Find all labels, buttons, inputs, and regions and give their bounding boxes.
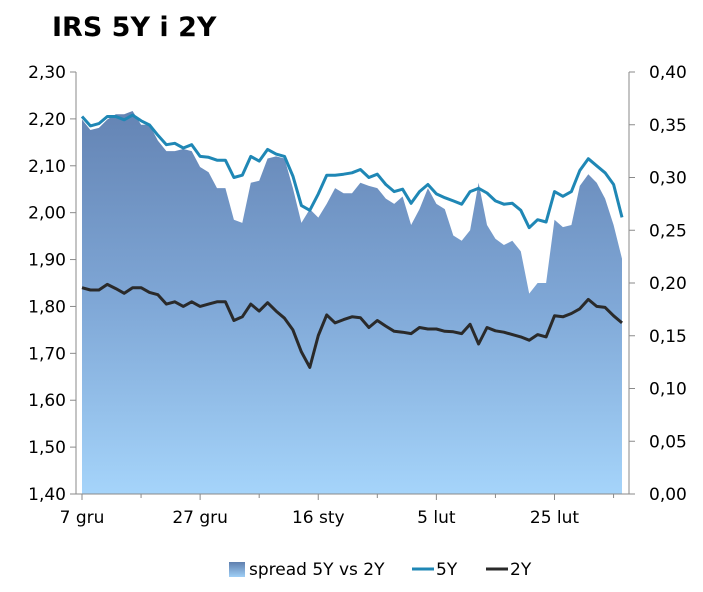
x-tick-label: 5 lut [417, 508, 456, 528]
y-left-tick-label: 1,40 [28, 485, 66, 505]
y-right-tick-label: 0,05 [649, 432, 687, 452]
y-right-tick-label: 0,15 [649, 327, 687, 347]
x-tick-label: 27 gru [172, 508, 228, 528]
x-tick-label: 7 gru [60, 508, 105, 528]
legend-label-spread: spread 5Y vs 2Y [249, 560, 385, 580]
legend-label-2y: 2Y [510, 560, 532, 580]
y-left-tick-label: 1,80 [28, 297, 66, 317]
y-right-tick-label: 0,20 [649, 274, 687, 294]
x-tick-label: 16 sty [292, 508, 345, 528]
y-right-tick-label: 0,35 [649, 116, 687, 136]
y-right-tick-label: 0,40 [649, 63, 687, 83]
y-left-tick-label: 2,10 [28, 157, 66, 177]
x-tick-label: 25 lut [530, 508, 580, 528]
y-left-tick-label: 2,30 [28, 63, 66, 83]
y-left-tick-label: 2,00 [28, 204, 66, 224]
y-right-tick-label: 0,25 [649, 221, 687, 241]
y-left-tick-label: 1,70 [28, 344, 66, 364]
series-line-2y [81, 282, 623, 369]
y-left-tick-label: 1,60 [28, 391, 66, 411]
chart-title: IRS 5Y i 2Y [52, 12, 217, 43]
legend-label-5y: 5Y [436, 560, 458, 580]
y-left-tick-label: 2,20 [28, 110, 66, 130]
y-right-tick-label: 0,00 [649, 485, 687, 505]
legend-swatch-spread [229, 562, 245, 577]
y-right-tick-label: 0,30 [649, 169, 687, 189]
y-right-tick-label: 0,10 [649, 380, 687, 400]
y-left-tick-label: 1,50 [28, 438, 66, 458]
series-line-5y [80, 113, 624, 230]
spread-area [82, 111, 622, 494]
legend: spread 5Y vs 2Y 5Y 2Y [229, 560, 532, 580]
y-left-tick-label: 1,90 [28, 251, 66, 271]
